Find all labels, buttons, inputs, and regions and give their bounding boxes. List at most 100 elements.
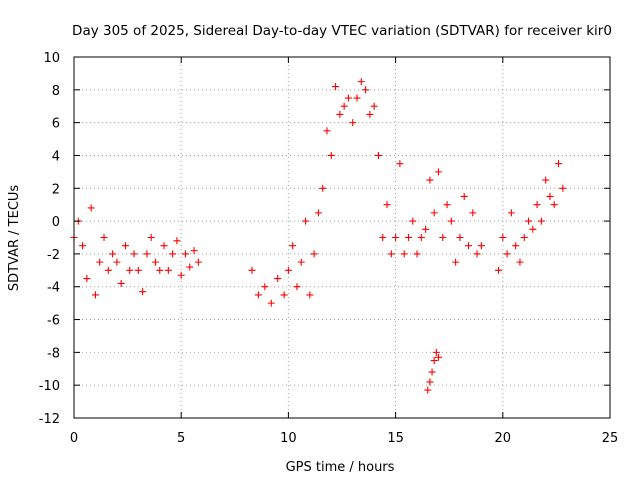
series-segment-19-23 <box>495 160 567 274</box>
y-tick-label: -12 <box>39 412 60 427</box>
data-point <box>473 250 481 258</box>
data-point <box>379 234 387 241</box>
data-point <box>477 242 485 250</box>
data-point <box>392 234 400 241</box>
data-point <box>434 168 442 176</box>
y-axis-label: SDTVAR / TECUs <box>7 185 22 292</box>
series-dip-16-17 <box>424 348 442 394</box>
data-point <box>400 250 408 258</box>
data-point <box>83 275 91 283</box>
data-point <box>100 234 108 241</box>
data-point <box>396 160 404 168</box>
data-point <box>443 201 451 209</box>
x-axis-label: GPS time / hours <box>286 460 395 475</box>
y-tick-label: -4 <box>47 281 60 296</box>
data-point <box>409 217 417 225</box>
data-point <box>426 176 434 184</box>
data-point <box>173 237 181 245</box>
data-point <box>542 176 550 184</box>
data-point <box>428 368 436 376</box>
data-point <box>274 275 282 283</box>
data-point <box>499 234 507 241</box>
data-point <box>349 119 357 127</box>
data-point <box>546 192 554 200</box>
data-point <box>130 250 138 258</box>
data-point <box>362 86 370 94</box>
data-point <box>404 234 412 241</box>
data-point <box>139 288 147 296</box>
data-point <box>507 209 515 217</box>
data-point <box>254 291 262 299</box>
x-tick-label: 25 <box>602 431 619 446</box>
x-tick-label: 15 <box>387 431 404 446</box>
plot-area <box>70 78 567 394</box>
y-tick-label: -6 <box>47 314 60 329</box>
data-point <box>456 234 464 241</box>
data-point <box>374 151 382 159</box>
data-point <box>417 234 425 241</box>
data-point <box>121 242 129 250</box>
data-point <box>413 250 421 258</box>
data-point <box>512 242 520 250</box>
data-point <box>109 250 117 258</box>
data-point <box>113 258 121 266</box>
data-point <box>529 225 537 233</box>
data-point <box>432 348 440 356</box>
series-segment-8-12 <box>248 83 340 307</box>
data-point <box>314 209 322 217</box>
data-point <box>293 283 301 291</box>
data-point <box>469 209 477 217</box>
data-point <box>422 225 430 233</box>
data-point <box>186 263 194 271</box>
data-point <box>323 127 331 135</box>
data-point <box>357 78 365 86</box>
data-point <box>91 291 99 299</box>
axes: 0 5 10 15 20 25 -12 -10 -8 -6 -4 -2 0 2 4 6 8 10 <box>39 51 619 446</box>
data-point <box>537 217 545 225</box>
data-point <box>555 160 563 168</box>
data-point <box>516 258 524 266</box>
data-point <box>169 250 177 258</box>
data-point <box>306 291 314 299</box>
y-tick-label: -8 <box>47 346 60 361</box>
plot-frame <box>73 56 611 419</box>
data-point <box>190 247 198 255</box>
data-point <box>79 242 87 250</box>
data-point <box>447 217 455 225</box>
data-point <box>194 258 202 266</box>
data-point <box>267 299 275 307</box>
data-point <box>177 271 185 279</box>
data-point <box>126 266 134 274</box>
y-tick-label: 6 <box>52 117 60 132</box>
data-point <box>96 258 104 266</box>
x-tick-label: 0 <box>70 431 78 446</box>
data-point <box>550 201 558 209</box>
data-point <box>533 201 541 209</box>
data-point <box>559 184 567 192</box>
data-point <box>344 94 352 102</box>
data-point <box>87 204 95 212</box>
series-segment-15-19 <box>396 160 485 266</box>
data-point <box>383 201 391 209</box>
x-tick-label: 20 <box>495 431 512 446</box>
y-tick-label: -10 <box>39 379 60 394</box>
data-point <box>439 234 447 241</box>
data-point <box>319 184 327 192</box>
data-point <box>332 83 340 91</box>
data-point <box>525 217 533 225</box>
series-segment-12-15 <box>336 78 400 258</box>
data-point <box>464 242 472 250</box>
data-point <box>156 266 164 274</box>
data-point <box>353 94 361 102</box>
data-point <box>387 250 395 258</box>
data-point <box>160 242 168 250</box>
chart-title: Day 305 of 2025, Sidereal Day-to-day VTE… <box>72 23 612 39</box>
y-tick-label: 10 <box>43 51 60 66</box>
y-tick-label: 8 <box>52 84 60 99</box>
data-point <box>460 192 468 200</box>
data-point <box>340 102 348 110</box>
data-point <box>434 353 442 361</box>
data-point <box>302 217 310 225</box>
data-point <box>289 242 297 250</box>
